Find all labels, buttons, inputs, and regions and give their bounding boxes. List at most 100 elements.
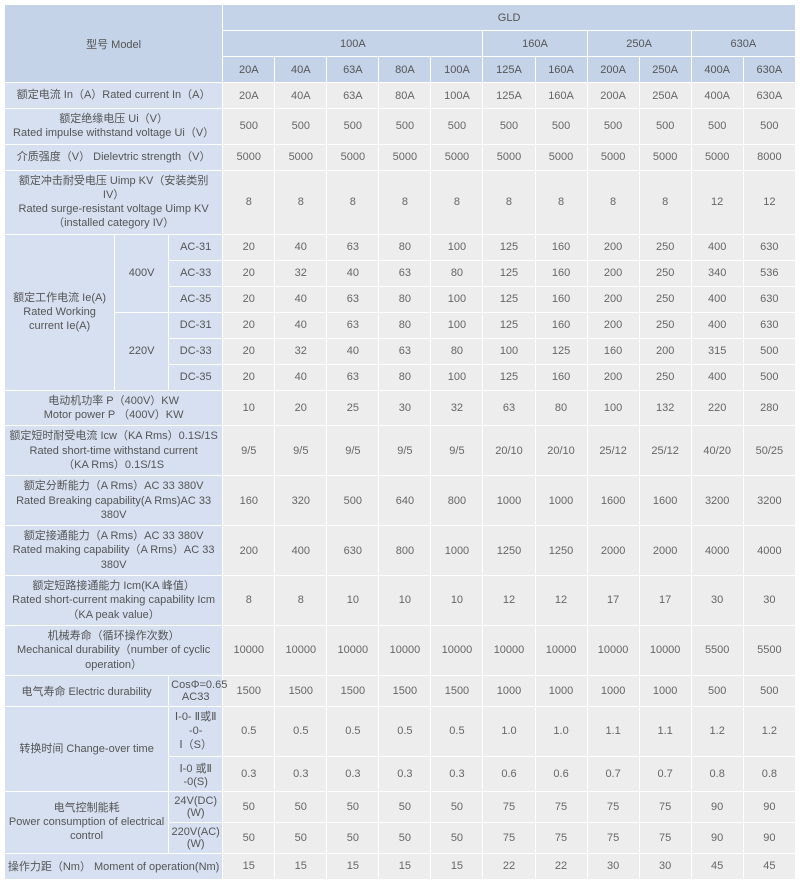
cell: 200 [587, 364, 639, 390]
cell: 500 [691, 109, 743, 145]
cell: 80A [379, 57, 431, 83]
cell: 9/5 [327, 426, 379, 476]
cell: 40A [275, 83, 327, 109]
cell: 160 [535, 312, 587, 338]
cell: 40 [327, 338, 379, 364]
cell: 10000 [327, 625, 379, 675]
cell: 75 [587, 822, 639, 853]
cell: 50/25 [743, 426, 795, 476]
cell: 0.3 [379, 756, 431, 791]
cell: 8 [223, 576, 275, 626]
cell: 125 [483, 286, 535, 312]
cell: 0.5 [431, 706, 483, 756]
cell: 0.5 [379, 706, 431, 756]
cell: 5000 [483, 144, 535, 170]
cell: Ⅰ-0 或Ⅱ -0(S) [169, 756, 223, 791]
cell: 8 [639, 170, 691, 234]
cell: 5500 [691, 625, 743, 675]
cell: 0.6 [535, 756, 587, 791]
cell: 100A [431, 57, 483, 83]
group-630a: 630A [691, 31, 795, 57]
cell: 25 [327, 390, 379, 426]
cell: 500 [275, 109, 327, 145]
cell: 80 [535, 390, 587, 426]
cell: 400 [275, 526, 327, 576]
cell: 1000 [587, 675, 639, 706]
cell: 50 [223, 822, 275, 853]
cell: 20/10 [483, 426, 535, 476]
cell: 640 [379, 476, 431, 526]
cell: AC-33 [169, 260, 223, 286]
cell: 320 [275, 476, 327, 526]
cell: 630A [743, 57, 795, 83]
cell: 500 [327, 109, 379, 145]
cell: 10000 [223, 625, 275, 675]
cell: 500 [223, 109, 275, 145]
spec-table: 型号 Model GLD 100A 160A 250A 630A 20A40A6… [4, 4, 796, 880]
cell: 125A [483, 57, 535, 83]
cell: 15 [431, 853, 483, 879]
cell: 15 [223, 853, 275, 879]
cell: 200 [223, 526, 275, 576]
cell: 630 [743, 312, 795, 338]
cell: 9/5 [379, 426, 431, 476]
cell: 1600 [639, 476, 691, 526]
cell: 200 [587, 286, 639, 312]
cell: 63 [483, 390, 535, 426]
cell: 10000 [535, 625, 587, 675]
cell: 800 [431, 476, 483, 526]
cell: 22 [535, 853, 587, 879]
cell: 1250 [483, 526, 535, 576]
cell: 400 [691, 364, 743, 390]
cell: 250 [639, 312, 691, 338]
cell: 400 [691, 234, 743, 260]
cell: 75 [535, 791, 587, 822]
cell: 100 [587, 390, 639, 426]
cell: 4000 [691, 526, 743, 576]
cell: 5000 [431, 144, 483, 170]
cell: 10000 [639, 625, 691, 675]
cell: 50 [379, 822, 431, 853]
cell: 8 [275, 170, 327, 234]
cell: DC-31 [169, 312, 223, 338]
cell: 5500 [743, 625, 795, 675]
cell: 20A [223, 57, 275, 83]
cell: 220V [115, 312, 169, 390]
cell: 125 [483, 260, 535, 286]
cell: 500 [431, 109, 483, 145]
cell: 500 [587, 109, 639, 145]
cell: 50 [275, 791, 327, 822]
cell: 5000 [587, 144, 639, 170]
cell: CosΦ=0.65 AC33 [169, 675, 223, 706]
cell: 15 [327, 853, 379, 879]
cell: 63 [327, 312, 379, 338]
cell: 5000 [379, 144, 431, 170]
cell: 12 [691, 170, 743, 234]
cell: 1500 [223, 675, 275, 706]
cell: 9/5 [223, 426, 275, 476]
cell: 200 [587, 234, 639, 260]
cell: 1.1 [587, 706, 639, 756]
header-model: 型号 Model [5, 5, 223, 83]
cell: 250 [639, 234, 691, 260]
cell: 8 [223, 170, 275, 234]
cell: 80 [379, 286, 431, 312]
cell: 12 [483, 576, 535, 626]
cell: 32 [275, 260, 327, 286]
cell: 100 [431, 286, 483, 312]
cell: 800 [379, 526, 431, 576]
cell: 40/20 [691, 426, 743, 476]
cell: 125 [535, 338, 587, 364]
cell: 机械寿命（循环操作次数）Mechanical durability（number… [5, 625, 223, 675]
cell: 电动机功率 P（400V）KWMotor power P （400V）KW [5, 390, 223, 426]
cell: 160A [535, 57, 587, 83]
cell: 63 [327, 234, 379, 260]
cell: DC-33 [169, 338, 223, 364]
cell: 200A [587, 83, 639, 109]
cell: 3200 [691, 476, 743, 526]
cell: 63 [327, 286, 379, 312]
cell: 400A [691, 57, 743, 83]
cell: 1000 [483, 476, 535, 526]
cell: 1000 [431, 526, 483, 576]
cell: 10000 [431, 625, 483, 675]
